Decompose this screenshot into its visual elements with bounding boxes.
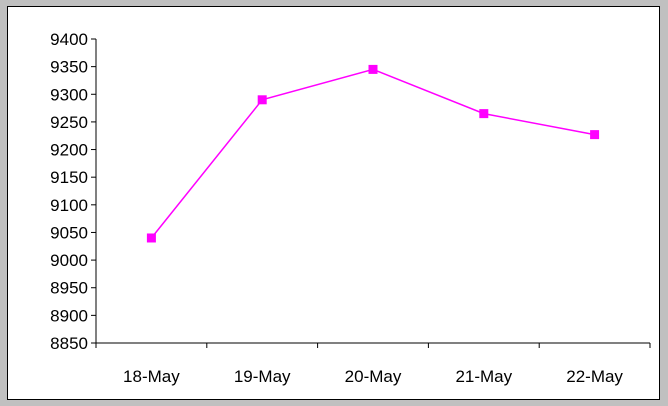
y-tick-label: 9350 [50, 58, 88, 77]
y-tick-label: 9150 [50, 168, 88, 187]
x-tick-label: 22-May [566, 367, 623, 386]
y-tick-label: 9200 [50, 141, 88, 160]
y-tick-label: 8900 [50, 306, 88, 325]
x-tick-label: 18-May [123, 367, 180, 386]
x-axis-ticks: 18-May 19-May 20-May 21-May 22-May [95, 343, 651, 386]
y-axis-ticks: 8850 8900 8950 9000 9050 9100 9150 9200 9250 9300… [50, 30, 96, 353]
data-point-marker [479, 109, 489, 119]
data-point-marker [368, 64, 378, 74]
data-point-marker [146, 233, 156, 243]
x-tick-label: 19-May [234, 367, 291, 386]
y-tick-label: 8950 [50, 279, 88, 298]
chart-frame [7, 6, 660, 400]
y-tick-label: 9400 [50, 30, 88, 49]
data-point-marker [257, 95, 267, 105]
series-line [150, 68, 595, 239]
x-tick-label: 20-May [345, 367, 402, 386]
y-tick-label: 9250 [50, 113, 88, 132]
y-tick-label: 9300 [50, 85, 88, 104]
series-group [146, 64, 600, 243]
x-tick-label: 21-May [455, 367, 512, 386]
y-tick-label: 9050 [50, 223, 88, 242]
axes [95, 39, 650, 344]
y-tick-label: 8850 [50, 334, 88, 353]
y-tick-label: 9100 [50, 196, 88, 215]
data-point-marker [590, 130, 600, 140]
y-tick-label: 9000 [50, 251, 88, 270]
